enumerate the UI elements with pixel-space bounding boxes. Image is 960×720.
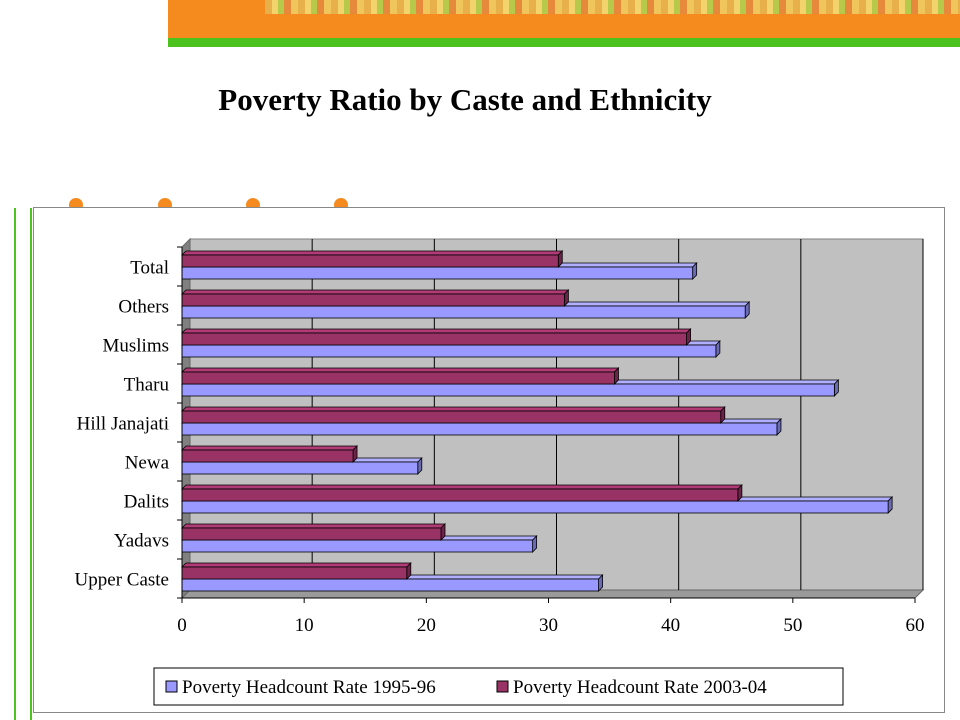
chart-frame: Total Others Muslims Tharu Hill Janajati Newa… [33,207,945,713]
bar [181,527,442,541]
bar-top-face [181,562,412,568]
category-label: Hill Janajati [77,414,169,435]
category-label: Yadavs [114,531,169,552]
x-tick-label: 30 [539,615,558,636]
legend-label: Poverty Headcount Rate 2003-04 [513,677,767,698]
left-green-rule-inner [30,208,32,720]
bar-top-face [181,250,564,256]
poverty-bar-chart: Total Others Muslims Tharu Hill Janajati Newa… [75,237,925,706]
bar-top-face [181,484,743,490]
left-green-rule [14,208,16,720]
legend-swatch [496,680,509,693]
bar-top-face [181,367,620,373]
category-label: Others [118,297,169,318]
category-label: Muslims [102,336,169,357]
header-green-stripe [168,38,960,47]
x-tick-label: 0 [177,615,187,636]
bar [181,566,408,580]
legend-label: Poverty Headcount Rate 1995-96 [182,677,436,698]
x-tick-label: 10 [295,615,314,636]
bar [181,254,559,268]
bar [181,578,599,592]
bar [181,332,687,346]
header-texture-strip [265,0,960,14]
bar-top-face [181,328,692,334]
bar [181,293,565,307]
bar [181,500,889,514]
bar [181,266,694,280]
bar [181,410,722,424]
x-tick-label: 20 [417,615,436,636]
category-label: Upper Caste [75,570,169,591]
bar [181,488,739,502]
bar [181,344,717,358]
legend-swatch [165,680,178,693]
bar [181,539,534,553]
bar [181,422,778,436]
bar [181,305,746,319]
bar [181,449,354,463]
category-label: Dalits [124,492,169,513]
category-label: Tharu [124,375,170,396]
bar [181,461,419,475]
category-label: Newa [125,453,170,474]
bar-top-face [181,523,446,529]
bar [181,371,615,385]
x-tick-label: 40 [661,615,680,636]
bar [181,383,835,397]
slide-title: Poverty Ratio by Caste and Ethnicity [218,82,712,117]
x-tick-label: 60 [906,615,925,636]
bar-top-face [181,406,726,412]
category-label: Total [130,258,169,279]
x-tick-label: 50 [783,615,802,636]
bar-top-face [181,289,570,295]
bar-top-face [181,445,358,451]
